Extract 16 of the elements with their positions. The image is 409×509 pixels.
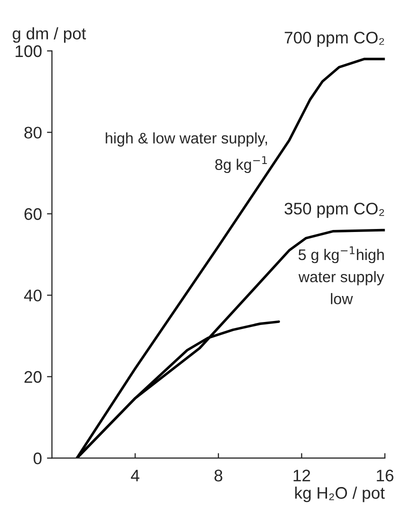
x-tick-label: 12 (294, 470, 310, 482)
x-tick-label: 8 (214, 470, 222, 482)
x-axis-title: kg H₂O / pot (295, 486, 385, 502)
y-tick-label: 60 (24, 208, 42, 220)
annotation: high & low water supply, 8g kg$^{−1}$ (106, 132, 267, 174)
x-tick-label: 4 (130, 470, 140, 482)
series-label: 350 ppm CO₂ (284, 202, 384, 218)
y-tick-label: 40 (24, 290, 42, 302)
y-tick-label: 80 (24, 126, 42, 139)
y-tick-label: 100 (16, 45, 42, 58)
annotation: 5 g kg$^{−1}$high water supply low (298, 246, 384, 304)
series-label: 700 ppm CO₂ (284, 32, 384, 47)
x-tick-label: 16 (376, 470, 394, 482)
y-axis-title: g dm / pot (12, 27, 86, 43)
y-tick-label: 20 (24, 371, 42, 383)
y-tick-label: 0 (34, 452, 42, 464)
